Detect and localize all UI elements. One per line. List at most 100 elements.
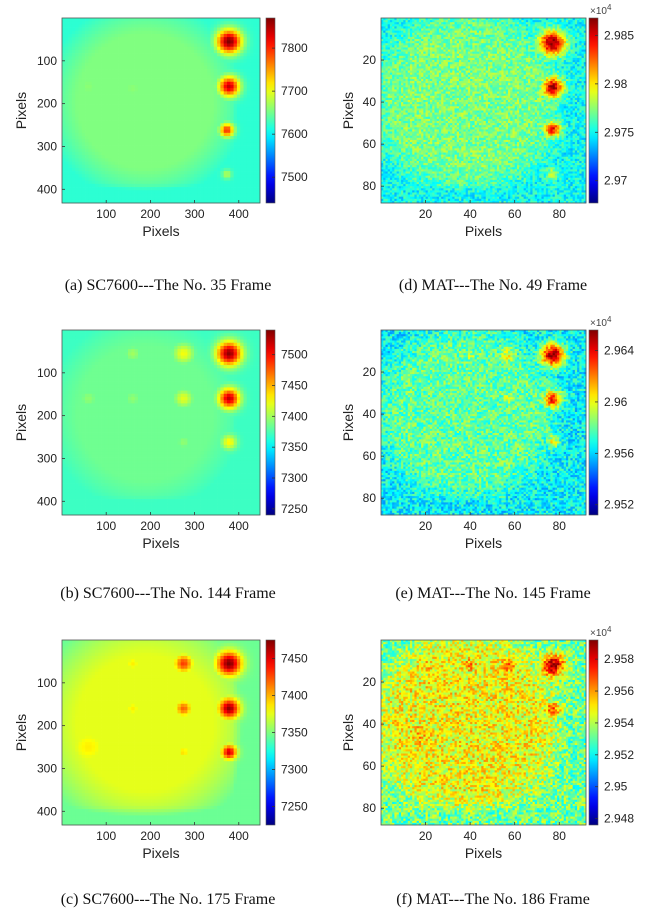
heatmap-cell <box>247 75 251 79</box>
heatmap-cell <box>181 47 185 51</box>
heatmap-cell <box>158 152 162 156</box>
heatmap-cell <box>555 29 558 31</box>
heatmap-cell <box>561 29 564 31</box>
heatmap-cell <box>207 101 211 105</box>
heatmap-cell <box>65 66 69 70</box>
heatmap-cell <box>220 59 224 63</box>
heatmap-cell <box>102 142 106 146</box>
heatmap-cell <box>148 104 152 108</box>
heatmap-cell <box>82 104 86 108</box>
heatmap-cell <box>102 126 106 130</box>
heatmap-cell <box>211 28 215 32</box>
heatmap-cell <box>118 193 122 197</box>
heatmap-cell <box>250 187 254 191</box>
heatmap-cell <box>148 56 152 60</box>
heatmap-cell <box>92 142 96 146</box>
heatmap-cell <box>168 40 172 44</box>
heatmap-cell <box>481 26 484 28</box>
heatmap-cell <box>220 190 224 194</box>
heatmap-cell <box>161 56 165 60</box>
heatmap-cell <box>112 139 116 143</box>
heatmap-cell <box>201 24 205 28</box>
heatmap-cell <box>573 31 576 33</box>
heatmap-cell <box>131 95 135 99</box>
heatmap-cell <box>201 139 205 143</box>
heatmap-cell <box>121 104 125 108</box>
heatmap-cell <box>75 117 79 121</box>
heatmap-cell <box>69 82 73 86</box>
heatmap-cell <box>118 120 122 124</box>
heatmap-cell <box>85 21 89 25</box>
heatmap-cell <box>201 69 205 73</box>
heatmap-cell <box>145 158 149 162</box>
heatmap-cell <box>446 33 449 35</box>
heatmap-cell <box>240 59 244 63</box>
heatmap-cell <box>234 53 238 57</box>
heatmap-cell <box>582 20 585 22</box>
heatmap-cell <box>224 28 228 32</box>
heatmap-cell <box>108 69 112 73</box>
heatmap-cell <box>168 107 172 111</box>
heatmap-cell <box>115 114 119 118</box>
heatmap-cell <box>211 44 215 48</box>
heatmap-cell <box>247 95 251 99</box>
heatmap-cell <box>141 149 145 153</box>
heatmap-cell <box>62 95 66 99</box>
heatmap-cell <box>161 28 165 32</box>
heatmap-cell <box>168 184 172 188</box>
heatmap-cell <box>141 101 145 105</box>
heatmap-cell <box>217 181 221 185</box>
heatmap-cell <box>108 197 112 201</box>
heatmap-cell <box>194 162 198 166</box>
heatmap-cell <box>184 85 188 89</box>
heatmap-cell <box>105 104 109 108</box>
heatmap-cell <box>102 101 106 105</box>
heatmap-cell <box>570 20 573 22</box>
heatmap-cell <box>112 136 116 140</box>
heatmap-cell <box>125 59 129 63</box>
heatmap-cell <box>227 152 231 156</box>
heatmap-cell <box>65 75 69 79</box>
heatmap-cell <box>141 31 145 35</box>
heatmap-cell <box>577 24 580 26</box>
heatmap-cell <box>75 91 79 95</box>
heatmap-cell <box>201 21 205 25</box>
heatmap-cell <box>118 82 122 86</box>
heatmap-cell <box>92 136 96 140</box>
heatmap-cell <box>118 107 122 111</box>
heatmap-cell <box>521 24 524 26</box>
heatmap-cell <box>191 142 195 146</box>
heatmap-cell <box>121 79 125 83</box>
heatmap-cell <box>171 152 175 156</box>
heatmap-cell <box>234 69 238 73</box>
heatmap-cell <box>171 50 175 54</box>
heatmap-cell <box>174 85 178 89</box>
heatmap-cell <box>95 79 99 83</box>
heatmap-cell <box>92 91 96 95</box>
heatmap-cell <box>472 22 475 24</box>
heatmap-cell <box>481 20 484 22</box>
heatmap-cell <box>224 111 228 115</box>
heatmap-cell <box>220 85 224 89</box>
heatmap-cell <box>575 33 578 35</box>
heatmap-cell <box>392 31 395 33</box>
heatmap-cell <box>82 133 86 137</box>
heatmap-cell <box>204 165 208 169</box>
heatmap-cell <box>158 72 162 76</box>
heatmap-cell <box>214 82 218 86</box>
heatmap-cell <box>128 18 132 22</box>
heatmap-cell <box>131 104 135 108</box>
heatmap-cell <box>112 107 116 111</box>
heatmap-cell <box>197 146 201 150</box>
heatmap-cell <box>224 162 228 166</box>
heatmap-cell <box>512 26 515 28</box>
heatmap-cell <box>214 193 218 197</box>
heatmap-cell <box>224 104 228 108</box>
heatmap-cell <box>570 33 573 35</box>
heatmap-cell <box>526 33 529 35</box>
heatmap-cell <box>102 184 106 188</box>
heatmap-cell <box>112 123 116 127</box>
heatmap-cell <box>197 177 201 181</box>
heatmap-cell <box>168 101 172 105</box>
heatmap-cell <box>174 117 178 121</box>
